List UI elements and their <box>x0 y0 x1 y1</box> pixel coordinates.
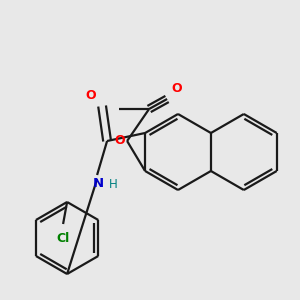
Text: H: H <box>109 178 118 191</box>
Text: O: O <box>85 89 96 102</box>
Text: N: N <box>92 177 104 190</box>
Text: O: O <box>171 82 182 95</box>
Text: Cl: Cl <box>56 232 70 245</box>
Text: O: O <box>115 134 125 148</box>
